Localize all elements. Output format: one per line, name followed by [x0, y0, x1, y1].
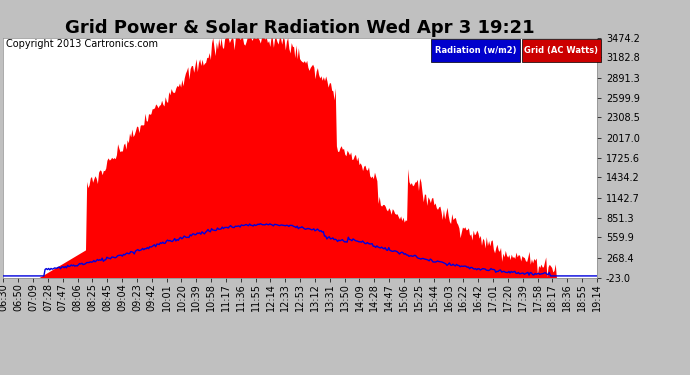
Text: Copyright 2013 Cartronics.com: Copyright 2013 Cartronics.com	[6, 39, 157, 50]
Title: Grid Power & Solar Radiation Wed Apr 3 19:21: Grid Power & Solar Radiation Wed Apr 3 1…	[66, 20, 535, 38]
Text: Radiation (w/m2): Radiation (w/m2)	[435, 46, 516, 55]
Text: Grid (AC Watts): Grid (AC Watts)	[524, 46, 598, 55]
